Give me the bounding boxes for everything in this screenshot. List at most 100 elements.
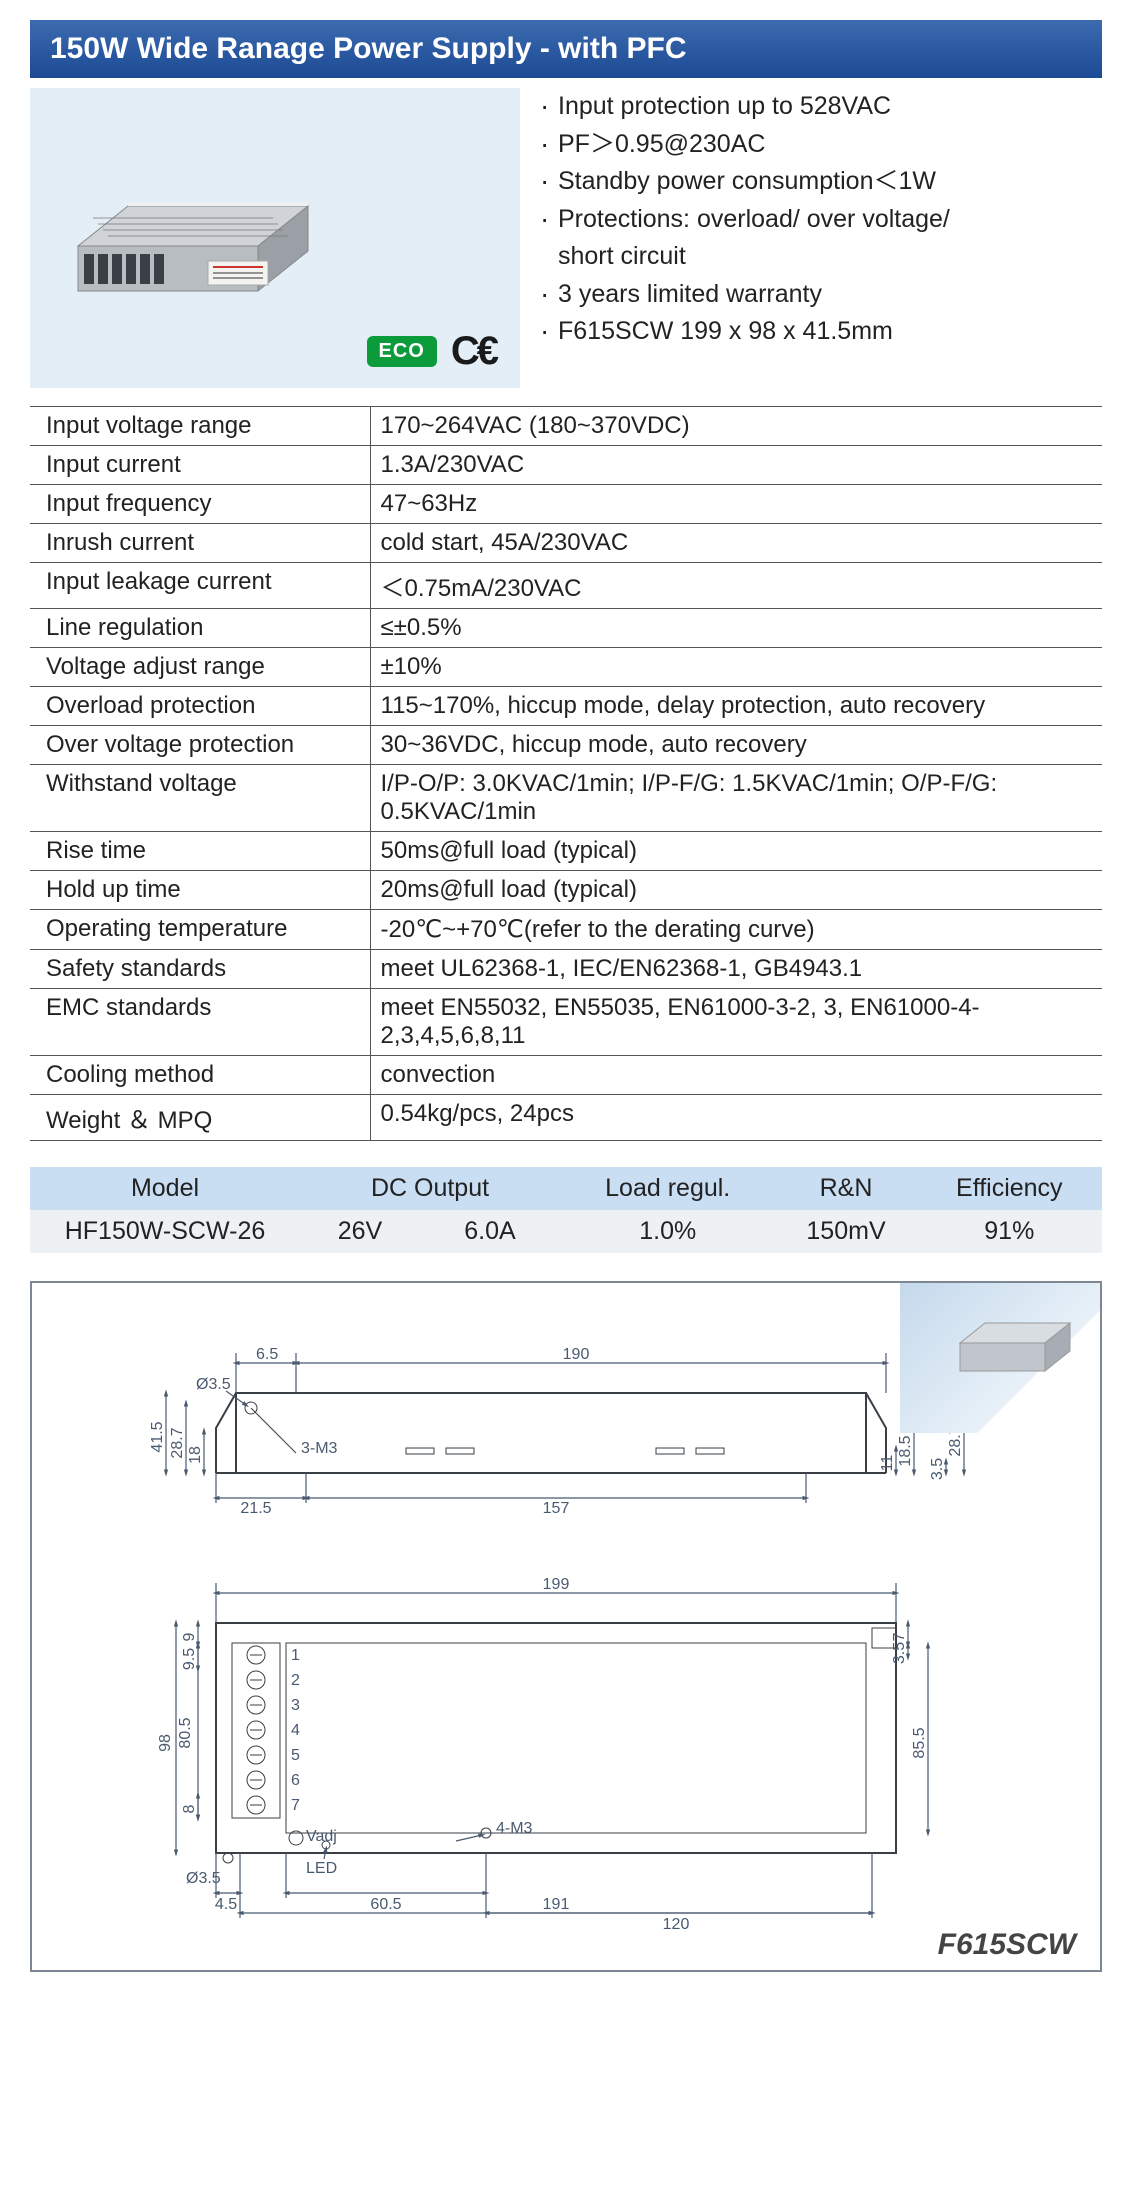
spec-row: Input leakage current＜0.75mA/230VAC [30, 563, 1102, 609]
page-title: 150W Wide Ranage Power Supply - with PFC [30, 20, 1102, 78]
svg-text:Ø3.5: Ø3.5 [196, 1376, 231, 1393]
svg-text:157: 157 [543, 1500, 570, 1517]
svg-text:7: 7 [291, 1797, 300, 1814]
spec-row: EMC standardsmeet EN55032, EN55035, EN61… [30, 989, 1102, 1056]
diagram-model-label: F615SCW [938, 1928, 1076, 1962]
svg-text:8: 8 [181, 1804, 198, 1813]
spec-value: ±10% [370, 648, 1102, 687]
spec-row: Voltage adjust range±10% [30, 648, 1102, 687]
svg-text:120: 120 [663, 1916, 690, 1933]
spec-value: 1.3A/230VAC [370, 446, 1102, 485]
svg-text:18.5: 18.5 [897, 1435, 914, 1466]
svg-text:2: 2 [291, 1672, 300, 1689]
dimension-diagram: 3-M3 6.5 190 Ø3.5 41.5 28.7 18 21.5 157 [30, 1281, 1102, 1972]
svg-text:1: 1 [291, 1647, 300, 1664]
spec-row: Input voltage range170~264VAC (180~370VD… [30, 407, 1102, 446]
col-rn: R&N [775, 1167, 916, 1210]
spec-key: Line regulation [30, 609, 370, 648]
spec-table: Input voltage range170~264VAC (180~370VD… [30, 406, 1102, 1141]
spec-row: Rise time50ms@full load (typical) [30, 832, 1102, 871]
model-voltage: 26V [300, 1210, 420, 1253]
bullet: 3 years limited warranty [540, 276, 1102, 314]
spec-key: Weight ＆ MPQ [30, 1095, 370, 1141]
spec-key: Operating temperature [30, 910, 370, 950]
spec-value: 170~264VAC (180~370VDC) [370, 407, 1102, 446]
spec-row: Safety standardsmeet UL62368-1, IEC/EN62… [30, 950, 1102, 989]
spec-value: 50ms@full load (typical) [370, 832, 1102, 871]
bullet-wrap: short circuit [540, 238, 1102, 276]
eco-badge: ECO [367, 336, 437, 367]
spec-value: meet EN55032, EN55035, EN61000-3-2, 3, E… [370, 989, 1102, 1056]
spec-value: meet UL62368-1, IEC/EN62368-1, GB4943.1 [370, 950, 1102, 989]
bullet: Protections: overload/ over voltage/ [540, 201, 1102, 239]
bullet: Input protection up to 528VAC [540, 88, 1102, 126]
col-dcout: DC Output [300, 1167, 560, 1210]
spec-row: Hold up time20ms@full load (typical) [30, 871, 1102, 910]
hero-section: ECO C€ Input protection up to 528VAC PF＞… [30, 88, 1102, 388]
col-model: Model [30, 1167, 300, 1210]
svg-text:4: 4 [291, 1722, 300, 1739]
spec-value: 47~63Hz [370, 485, 1102, 524]
model-eff: 91% [917, 1210, 1102, 1253]
spec-key: Voltage adjust range [30, 648, 370, 687]
spec-value: 30~36VDC, hiccup mode, auto recovery [370, 726, 1102, 765]
svg-text:9: 9 [181, 1632, 198, 1641]
spec-row: Overload protection115~170%, hiccup mode… [30, 687, 1102, 726]
svg-text:28.7: 28.7 [169, 1427, 186, 1458]
svg-text:LED: LED [306, 1860, 337, 1877]
spec-value: 20ms@full load (typical) [370, 871, 1102, 910]
spec-key: Hold up time [30, 871, 370, 910]
spec-key: Withstand voltage [30, 765, 370, 832]
spec-value: ≤±0.5% [370, 609, 1102, 648]
svg-text:6: 6 [291, 1772, 300, 1789]
feature-bullets: Input protection up to 528VAC PF＞0.95@23… [540, 88, 1102, 388]
spec-key: Input frequency [30, 485, 370, 524]
spec-key: Overload protection [30, 687, 370, 726]
svg-text:199: 199 [543, 1576, 570, 1593]
svg-text:4-M3: 4-M3 [496, 1820, 533, 1837]
spec-key: Input current [30, 446, 370, 485]
spec-key: Input voltage range [30, 407, 370, 446]
svg-text:190: 190 [563, 1346, 590, 1363]
spec-key: Inrush current [30, 524, 370, 563]
spec-key: EMC standards [30, 989, 370, 1056]
spec-row: Cooling methodconvection [30, 1056, 1102, 1095]
diagram-thumbnail [900, 1283, 1100, 1433]
psu-illustration [48, 126, 348, 306]
svg-text:7: 7 [891, 1632, 908, 1641]
svg-text:85.5: 85.5 [911, 1727, 928, 1758]
col-load: Load regul. [560, 1167, 775, 1210]
bullet: F615SCW 199 x 98 x 41.5mm [540, 313, 1102, 351]
spec-row: Inrush currentcold start, 45A/230VAC [30, 524, 1102, 563]
spec-value: ＜0.75mA/230VAC [370, 563, 1102, 609]
model-rn: 150mV [775, 1210, 916, 1253]
spec-row: Line regulation≤±0.5% [30, 609, 1102, 648]
svg-text:98: 98 [157, 1734, 174, 1752]
spec-value: 115~170%, hiccup mode, delay protection,… [370, 687, 1102, 726]
model-name: HF150W-SCW-26 [30, 1210, 300, 1253]
bullet: Standby power consumption＜1W [540, 163, 1102, 201]
model-load: 1.0% [560, 1210, 775, 1253]
ce-mark: C€ [451, 329, 496, 374]
bullet: PF＞0.95@230AC [540, 126, 1102, 164]
spec-key: Input leakage current [30, 563, 370, 609]
spec-row: Weight ＆ MPQ0.54kg/pcs, 24pcs [30, 1095, 1102, 1141]
model-data-row: HF150W-SCW-26 26V 6.0A 1.0% 150mV 91% [30, 1210, 1102, 1253]
svg-text:80.5: 80.5 [177, 1717, 194, 1748]
spec-value: 0.54kg/pcs, 24pcs [370, 1095, 1102, 1141]
spec-key: Safety standards [30, 950, 370, 989]
model-header-row: Model DC Output Load regul. R&N Efficien… [30, 1167, 1102, 1210]
svg-text:4.5: 4.5 [215, 1896, 237, 1913]
col-eff: Efficiency [917, 1167, 1102, 1210]
svg-text:21.5: 21.5 [240, 1500, 271, 1517]
svg-text:3.5: 3.5 [929, 1458, 946, 1480]
spec-row: Over voltage protection30~36VDC, hiccup … [30, 726, 1102, 765]
spec-row: Input frequency47~63Hz [30, 485, 1102, 524]
svg-text:5: 5 [291, 1747, 300, 1764]
svg-text:11: 11 [879, 1455, 896, 1472]
svg-text:18: 18 [187, 1446, 204, 1464]
spec-value: -20℃~+70℃(refer to the derating curve) [370, 910, 1102, 950]
svg-text:9.5: 9.5 [181, 1648, 198, 1670]
spec-value: convection [370, 1056, 1102, 1095]
model-table: Model DC Output Load regul. R&N Efficien… [30, 1167, 1102, 1253]
